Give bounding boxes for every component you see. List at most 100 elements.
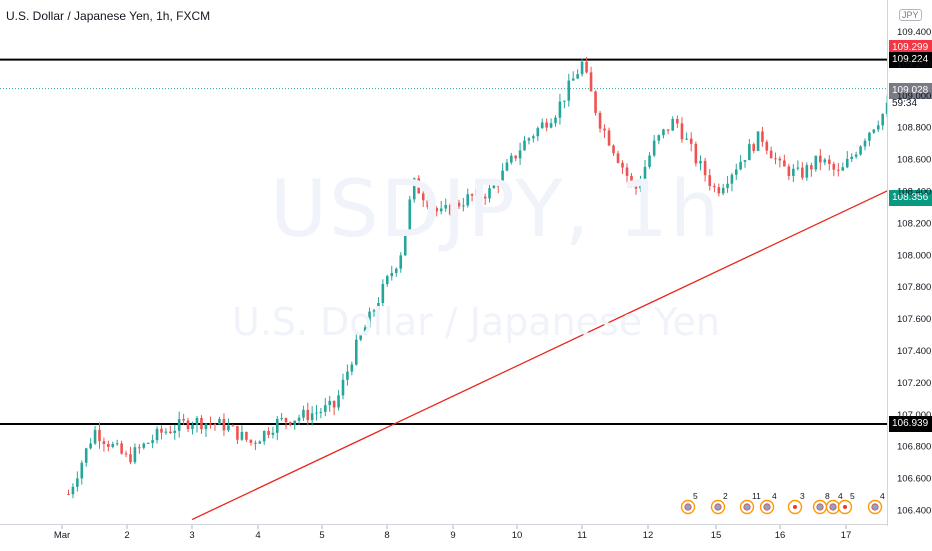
candle xyxy=(876,120,880,133)
candle xyxy=(107,440,110,452)
candle xyxy=(399,252,403,273)
candle-body xyxy=(589,72,593,92)
candle-body xyxy=(236,425,239,440)
candle xyxy=(726,175,729,193)
candle-body xyxy=(671,118,675,131)
candle-body xyxy=(71,486,75,495)
candle-body xyxy=(182,418,185,421)
candle xyxy=(783,154,786,167)
candle-body xyxy=(863,140,867,147)
candle-body xyxy=(390,272,394,277)
candle-body xyxy=(859,146,862,155)
candle-body xyxy=(328,400,332,406)
candle-body xyxy=(151,440,154,444)
candle xyxy=(204,422,208,438)
currency-label[interactable]: JPY xyxy=(899,9,922,21)
candle-body xyxy=(488,188,491,199)
candle-body xyxy=(124,453,128,455)
candle-body xyxy=(514,155,517,159)
candle-body xyxy=(881,113,884,126)
candle-body xyxy=(160,428,163,433)
candle xyxy=(195,415,199,433)
candle-body xyxy=(689,138,693,144)
candle-body xyxy=(567,80,571,101)
candle-body xyxy=(93,429,97,444)
candle xyxy=(368,307,371,328)
candle-body xyxy=(142,443,146,448)
candle-body xyxy=(850,156,854,159)
candle-body xyxy=(634,181,638,189)
candle-body xyxy=(721,187,725,194)
candle xyxy=(563,100,566,109)
candle-body xyxy=(435,207,439,212)
candle xyxy=(527,137,531,145)
candle-body xyxy=(756,131,760,151)
candle-body xyxy=(448,204,452,215)
price-tag: 109.028 xyxy=(889,82,932,99)
candle xyxy=(98,422,101,449)
candle-body xyxy=(558,101,562,118)
candle xyxy=(84,447,88,467)
candle xyxy=(462,198,465,212)
watermark-symbol: USDJPY, 1h xyxy=(270,165,722,255)
candle-body xyxy=(84,448,88,463)
candle-body xyxy=(639,180,642,189)
candle-body xyxy=(426,200,430,208)
candle xyxy=(67,489,70,496)
candle xyxy=(657,134,661,145)
candle xyxy=(680,117,684,143)
candle-body xyxy=(563,100,566,102)
candle-body xyxy=(730,174,734,184)
candle xyxy=(218,416,221,425)
candle xyxy=(328,395,332,412)
candle-body xyxy=(549,123,553,128)
candle-body xyxy=(408,199,412,230)
time-axis[interactable] xyxy=(0,524,887,551)
candle xyxy=(363,324,367,335)
candle-body xyxy=(540,122,544,129)
candle xyxy=(138,444,141,454)
candle xyxy=(306,402,310,426)
candle-body xyxy=(657,135,661,141)
candle-body xyxy=(293,420,297,425)
candle xyxy=(124,450,128,458)
candle-body xyxy=(819,155,822,163)
candle xyxy=(505,158,509,172)
candle-body xyxy=(523,140,526,151)
candle xyxy=(372,308,376,317)
candle-body xyxy=(699,160,702,164)
candle-body xyxy=(810,165,813,170)
candle-body xyxy=(177,418,181,431)
candle xyxy=(774,152,777,165)
candle-body xyxy=(743,160,747,162)
candle-body xyxy=(457,202,461,207)
candle-body xyxy=(603,128,606,131)
candle xyxy=(630,173,633,188)
candle xyxy=(625,163,629,184)
candle xyxy=(854,151,858,159)
candle-body xyxy=(676,118,679,124)
candle xyxy=(80,460,84,485)
candle xyxy=(607,127,611,147)
candle xyxy=(837,163,840,177)
candle-body xyxy=(774,158,777,160)
candle-body xyxy=(284,418,288,423)
candle-body xyxy=(462,205,465,207)
candle xyxy=(540,118,544,129)
candle-body xyxy=(377,302,380,311)
candle xyxy=(275,416,279,441)
candle xyxy=(594,90,597,116)
candle-body xyxy=(832,164,836,170)
candle xyxy=(337,390,340,411)
candle xyxy=(863,138,867,151)
price-axis[interactable] xyxy=(887,0,932,526)
candle xyxy=(721,183,725,196)
candle-body xyxy=(258,441,262,444)
candle xyxy=(93,425,97,445)
candle-body xyxy=(359,334,363,340)
candle-body xyxy=(155,428,159,441)
candle xyxy=(643,160,647,182)
candle xyxy=(708,168,712,191)
candle-body xyxy=(195,417,199,425)
